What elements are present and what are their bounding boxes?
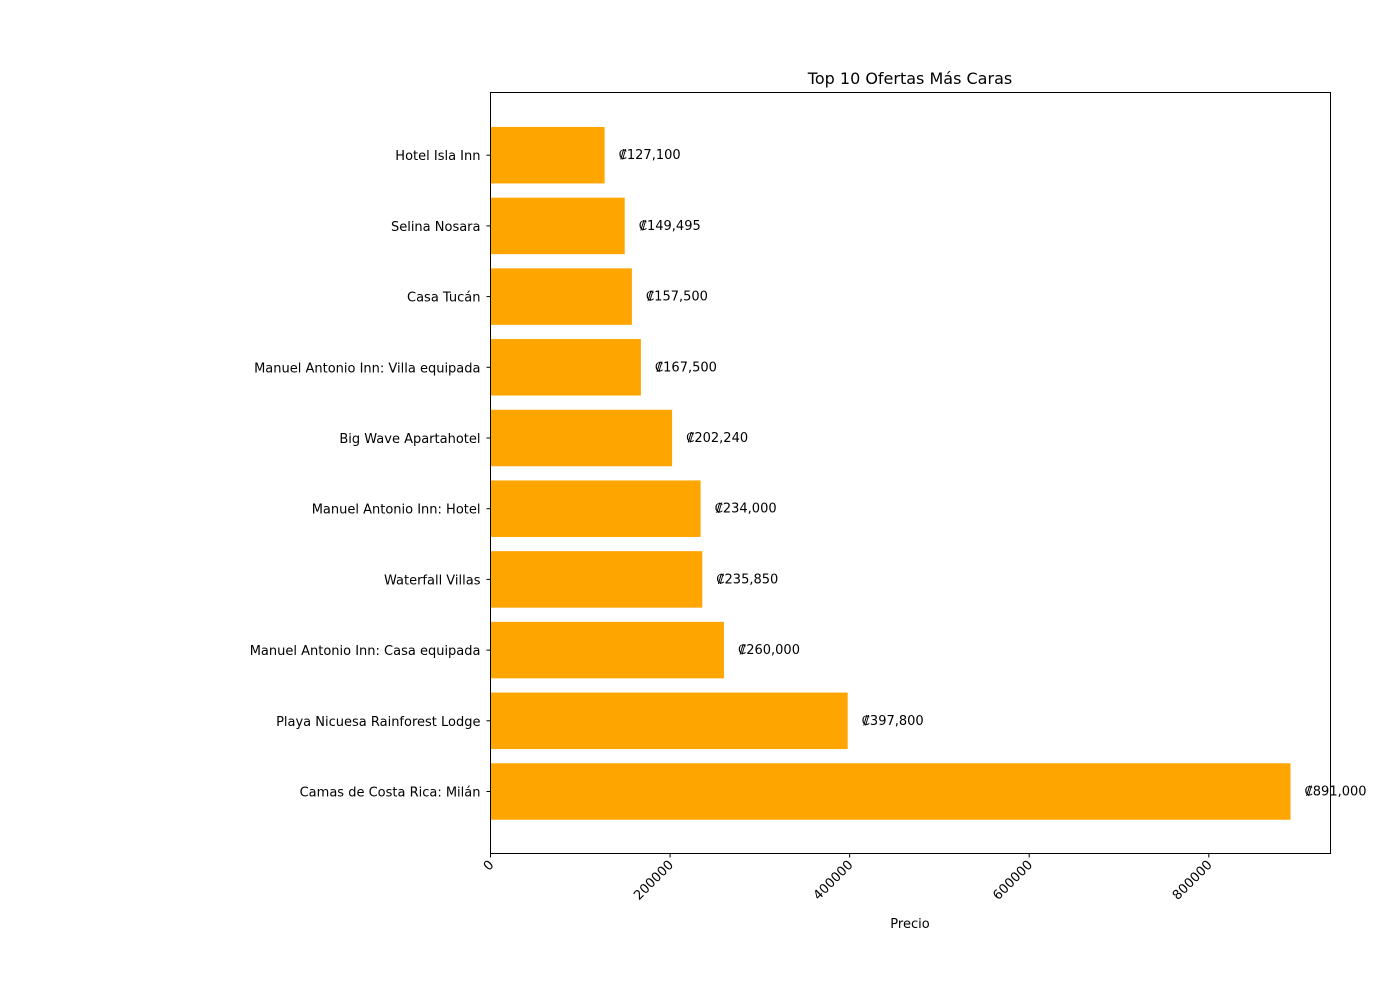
bar-value-label: ₡127,100 (619, 148, 681, 163)
bar-value-label: ₡891,000 (1305, 785, 1367, 800)
y-tick-label: Waterfall Villas (384, 573, 481, 588)
y-tick-label: Selina Nosara (391, 220, 481, 235)
x-tick-label: 800000 (1170, 858, 1216, 904)
bar (490, 692, 848, 750)
bar (490, 126, 605, 184)
bars-group (490, 126, 1291, 820)
y-axis-ticks: Camas de Costa Rica: Milán Playa Nicuesa … (250, 149, 491, 801)
bar (490, 409, 673, 467)
bar (490, 268, 632, 325)
bar-value-label: ₡149,495 (639, 219, 701, 234)
bar (490, 763, 1291, 820)
y-tick-label: Manuel Antonio Inn: Casa equipada (250, 644, 481, 659)
bar-value-label: ₡397,800 (862, 714, 924, 729)
chart-title: Top 10 Ofertas Más Caras (807, 69, 1012, 88)
bar (490, 551, 703, 608)
x-tick-label: 600000 (990, 858, 1036, 904)
bar-value-label: ₡235,850 (716, 572, 778, 587)
y-tick-label: Casa Tucán (407, 291, 480, 306)
bar-value-label: ₡157,500 (646, 290, 708, 305)
y-tick-label: Camas de Costa Rica: Milán (300, 786, 481, 801)
y-tick-label: Big Wave Apartahotel (339, 432, 480, 447)
x-axis-label: Precio (890, 917, 929, 932)
bar (490, 197, 625, 255)
bar-value-label: ₡167,500 (655, 360, 717, 375)
y-tick-label: Manuel Antonio Inn: Hotel (312, 503, 481, 518)
y-tick-label: Manuel Antonio Inn: Villa equipada (254, 361, 480, 376)
bar (490, 621, 724, 679)
x-tick-label: 200000 (631, 858, 677, 904)
y-tick-label: Hotel Isla Inn (395, 149, 480, 164)
x-tick-label: 0 (481, 858, 497, 874)
x-tick-label: 400000 (811, 858, 857, 904)
data-labels-group: ₡891,000 ₡397,800 ₡260,000 ₡235,850 ₡234,000… (619, 148, 1367, 799)
plot-area-frame (490, 92, 1331, 854)
y-tick-label: Playa Nicuesa Rainforest Lodge (276, 715, 480, 730)
x-axis-ticks: 0 200000 400000 600000 800000 (481, 853, 1216, 904)
bar-value-label: ₡234,000 (715, 502, 777, 517)
bar-value-label: ₡202,240 (686, 431, 748, 446)
bar-value-label: ₡260,000 (738, 643, 800, 658)
bar (490, 339, 641, 396)
bar (490, 480, 701, 537)
